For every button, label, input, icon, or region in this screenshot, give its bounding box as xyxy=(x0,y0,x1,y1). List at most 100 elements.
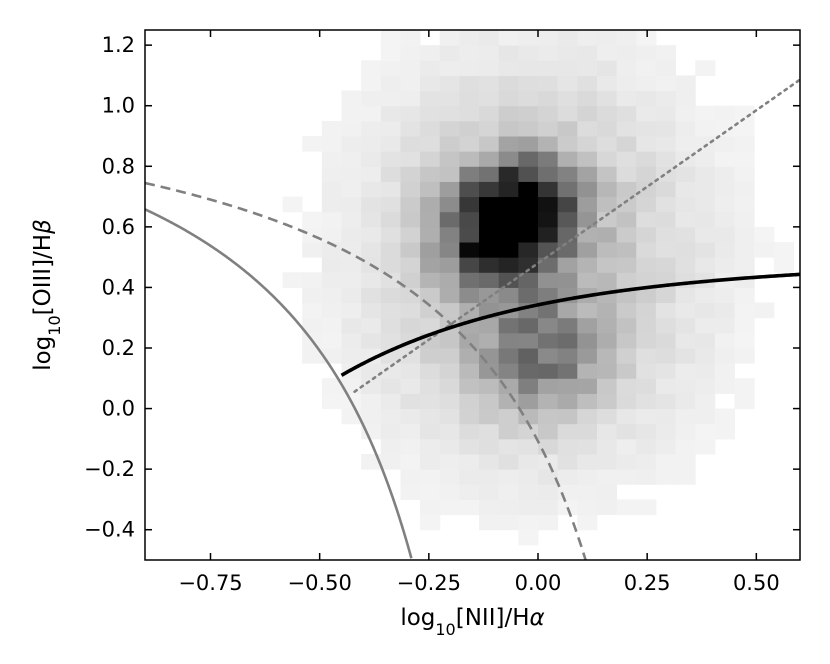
heatmap-bin xyxy=(498,166,519,182)
heatmap-bin xyxy=(734,242,755,258)
heatmap-bin xyxy=(498,242,519,258)
heatmap-bin xyxy=(380,272,401,288)
heatmap-bin xyxy=(636,60,657,76)
kewley-curve xyxy=(145,181,587,560)
heatmap-bin xyxy=(400,120,421,137)
heatmap-bin xyxy=(400,226,421,243)
heatmap-bin xyxy=(695,166,716,182)
heatmap-bin xyxy=(557,363,578,379)
heatmap-bin xyxy=(636,226,657,243)
heatmap-bin xyxy=(636,90,657,107)
heatmap-bin xyxy=(518,257,539,273)
heatmap-bin xyxy=(400,105,421,122)
heatmap-bin xyxy=(616,272,637,288)
heatmap-bin xyxy=(616,423,637,440)
heatmap-bin xyxy=(734,136,755,152)
heatmap-bin xyxy=(479,423,500,440)
heatmap-bin xyxy=(498,514,519,531)
heatmap-bin xyxy=(538,75,559,92)
heatmap-bin xyxy=(459,151,480,167)
heatmap-bin xyxy=(321,120,342,137)
heatmap-bin xyxy=(479,332,500,349)
heatmap-bin xyxy=(538,302,559,319)
heatmap-bin xyxy=(380,75,401,92)
heatmap-bin xyxy=(518,90,539,107)
y-tick-label: 1.0 xyxy=(102,94,135,118)
heatmap-bin xyxy=(596,438,618,455)
heatmap-bin xyxy=(636,469,657,485)
heatmap-bin xyxy=(439,408,460,425)
heatmap-bin xyxy=(380,408,401,425)
heatmap-bin xyxy=(479,60,500,76)
heatmap-bin xyxy=(518,287,539,304)
heatmap-bin xyxy=(596,196,618,213)
heatmap-bin xyxy=(734,348,755,364)
heatmap-bin xyxy=(675,332,696,349)
heatmap-bin xyxy=(714,151,735,167)
heatmap-bin xyxy=(459,423,480,440)
heatmap-bin xyxy=(420,469,441,485)
heatmap-bin xyxy=(616,136,637,152)
heatmap-bin xyxy=(420,45,441,61)
heatmap-bin xyxy=(459,90,480,107)
heatmap-bin xyxy=(596,226,618,243)
heatmap-bin xyxy=(380,45,401,61)
heatmap-bin xyxy=(577,272,598,288)
heatmap-bin xyxy=(400,484,421,500)
heatmap-bin xyxy=(577,151,598,167)
heatmap-bin xyxy=(439,332,460,349)
heatmap-bin xyxy=(596,363,618,379)
heatmap-bin xyxy=(616,469,637,485)
heatmap-bin xyxy=(538,454,559,470)
heatmap-bin xyxy=(321,348,342,364)
heatmap-bin xyxy=(498,332,519,349)
heatmap-bin xyxy=(577,242,598,258)
heatmap-bin xyxy=(420,393,441,410)
heatmap-bin xyxy=(596,257,618,273)
heatmap-bin xyxy=(341,242,362,258)
heatmap-bin xyxy=(557,30,578,46)
heatmap-bin xyxy=(596,120,618,137)
heatmap-bin xyxy=(577,469,598,485)
heatmap-bin xyxy=(420,408,441,425)
heatmap-bin xyxy=(361,423,382,440)
heatmap-bin xyxy=(714,378,735,394)
heatmap-bin xyxy=(459,60,480,76)
heatmap-bin xyxy=(361,393,382,410)
heatmap-bin xyxy=(577,393,598,410)
heatmap-bin xyxy=(321,136,342,152)
y-tick-label: 0.2 xyxy=(102,336,135,360)
heatmap-bin xyxy=(302,302,323,319)
heatmap-bin xyxy=(479,75,500,92)
heatmap-bin xyxy=(616,332,637,349)
heatmap-bin xyxy=(518,226,539,243)
heatmap-bin xyxy=(341,105,362,122)
heatmap-bin xyxy=(361,226,382,243)
heatmap-bin xyxy=(361,181,382,198)
heatmap-bin xyxy=(498,348,519,364)
heatmap-bin xyxy=(636,423,657,440)
heatmap-bin xyxy=(439,226,460,243)
heatmap-bin xyxy=(577,317,598,334)
main_divider-curve xyxy=(340,272,800,377)
heatmap-bin xyxy=(557,181,578,198)
heatmap-bin xyxy=(400,60,421,76)
heatmap-bin xyxy=(380,332,401,349)
heatmap-bin xyxy=(596,272,618,288)
heatmap-bin xyxy=(479,120,500,137)
heatmap-bin xyxy=(557,272,578,288)
heatmap-bin xyxy=(341,196,362,213)
heatmap-bin xyxy=(439,211,460,228)
heatmap-bin xyxy=(655,287,677,304)
heatmap-bin xyxy=(577,181,598,198)
x-tick-label: 0.25 xyxy=(624,571,671,595)
heatmap-bin xyxy=(616,378,637,394)
density-heatmap xyxy=(282,30,794,546)
heatmap-bin xyxy=(714,408,735,425)
heatmap-bin xyxy=(341,257,362,273)
heatmap-bin xyxy=(695,136,716,152)
heatmap-bin xyxy=(459,257,480,273)
heatmap-bin xyxy=(479,136,500,152)
heatmap-bin xyxy=(518,469,539,485)
heatmap-bin xyxy=(596,30,618,46)
